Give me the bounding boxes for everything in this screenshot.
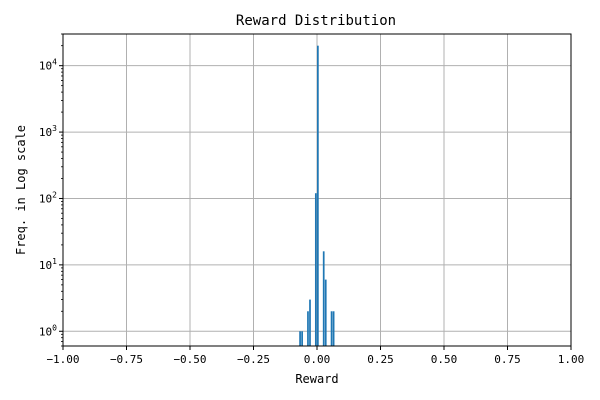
y-tick-label: 100 xyxy=(39,323,57,338)
chart-title: Reward Distribution xyxy=(236,13,396,29)
bars-group xyxy=(299,45,335,347)
x-axis-label: Reward xyxy=(295,372,338,386)
x-tick-label: −1.00 xyxy=(46,353,79,366)
x-tick-label: 0.00 xyxy=(304,353,331,366)
x-tick-label: 0.75 xyxy=(494,353,521,366)
histogram-bar xyxy=(301,331,303,346)
histogram-bar xyxy=(330,311,333,346)
histogram-bar xyxy=(317,45,319,347)
y-tick-label: 101 xyxy=(39,257,57,272)
x-tick-label: 0.50 xyxy=(431,353,458,366)
x-tick-label: 1.00 xyxy=(558,353,585,366)
histogram-bar xyxy=(324,279,327,346)
histogram-bar xyxy=(307,311,309,346)
x-tick-label: 0.25 xyxy=(367,353,394,366)
x-tick-label: −0.25 xyxy=(237,353,270,366)
x-tick-label: −0.50 xyxy=(173,353,206,366)
histogram-bar xyxy=(309,299,311,346)
histogram-bar xyxy=(314,193,317,346)
y-axis-label: Freq. in Log scale xyxy=(14,125,28,255)
y-tick-label: 102 xyxy=(39,190,57,205)
histogram-bar xyxy=(332,311,335,346)
x-axis-ticks: −1.00 −0.75 −0.50 −0.25 0.00 0.25 0.50 0.75 1.00 xyxy=(46,346,584,366)
histogram-bar xyxy=(322,251,325,346)
x-tick-label: −0.75 xyxy=(110,353,143,366)
y-tick-label: 103 xyxy=(39,124,57,139)
histogram-bar xyxy=(299,331,301,346)
y-axis-ticks: 100 101 102 103 104 xyxy=(39,33,63,347)
y-tick-label: 104 xyxy=(39,58,57,73)
